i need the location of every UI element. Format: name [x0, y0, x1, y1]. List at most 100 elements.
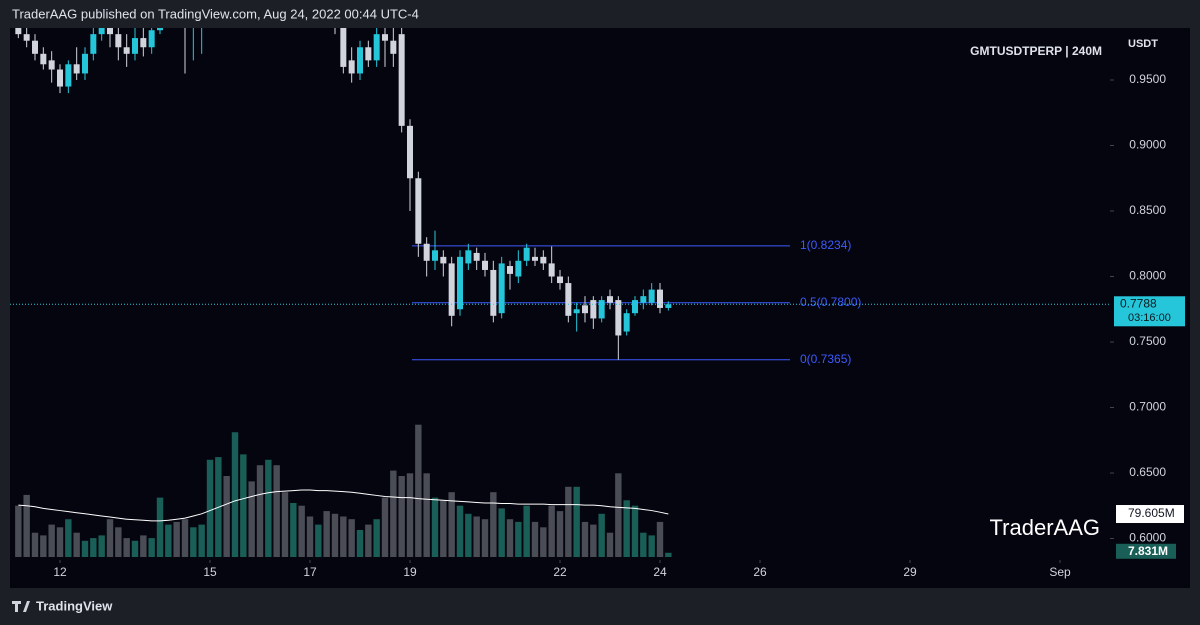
- candle-body: [490, 269, 497, 316]
- candle-body: [348, 60, 355, 74]
- volume-bar: [298, 505, 305, 557]
- footer-brand: TradingView: [36, 598, 113, 613]
- volume-bar: [15, 505, 22, 557]
- candle-body: [607, 296, 613, 303]
- volume-bar: [65, 519, 72, 557]
- volume-bar: [590, 524, 597, 557]
- candle-body: [515, 260, 522, 277]
- volume-bar: [631, 505, 639, 557]
- candle-body: [57, 69, 63, 87]
- candle-body: [532, 256, 538, 261]
- x-tick-label: Sep: [1049, 565, 1071, 579]
- candle-body: [648, 289, 655, 303]
- volume-bar: [415, 424, 422, 557]
- candle-body: [482, 260, 488, 270]
- volume-bar: [115, 527, 122, 557]
- volume-bar: [173, 521, 180, 557]
- y-tick-label: 0.9000: [1129, 138, 1166, 152]
- volume-bar: [423, 473, 430, 557]
- candle-body: [365, 47, 372, 61]
- candle-body: [573, 309, 580, 314]
- candle-body: [73, 64, 80, 74]
- candle-body: [473, 252, 480, 261]
- y-tick-label: 0.7500: [1129, 334, 1166, 348]
- volume-bar: [81, 540, 89, 557]
- volume-bar: [240, 454, 247, 557]
- volume-bar: [48, 524, 55, 557]
- candle-body: [65, 64, 72, 87]
- candle-body: [82, 53, 88, 74]
- volume-bar: [598, 513, 605, 557]
- volume-bar: [323, 511, 330, 557]
- volume-bar: [523, 505, 530, 557]
- candle-body: [382, 34, 388, 41]
- candle-body: [615, 300, 622, 336]
- currency: USDT: [1128, 38, 1158, 50]
- volume-bar: [148, 538, 155, 557]
- volume-bar: [390, 470, 397, 557]
- candle-body: [40, 53, 47, 65]
- volume-bar: [548, 505, 555, 557]
- candle-body: [115, 34, 122, 48]
- volume-bar: [281, 492, 289, 557]
- volume-bar: [156, 497, 164, 557]
- candle-body: [582, 305, 588, 314]
- candle-body: [557, 276, 563, 284]
- volume-bar: [498, 508, 505, 557]
- volume-bar: [356, 530, 364, 557]
- volume-bar: [431, 497, 439, 557]
- y-tick-label: 0.6000: [1129, 531, 1166, 545]
- ma-label: 79.605M: [1128, 506, 1175, 520]
- x-tick-label: 29: [903, 565, 917, 579]
- candle-body: [465, 250, 472, 264]
- volume-bar: [573, 486, 580, 557]
- candle-body: [157, 28, 163, 31]
- volume-bar: [265, 459, 272, 557]
- volume-bar: [581, 521, 589, 557]
- candle-body: [140, 38, 147, 48]
- candle-body: [107, 28, 113, 35]
- tv-logo: [12, 601, 30, 612]
- price-box: [1114, 296, 1185, 327]
- candle-body: [123, 47, 130, 54]
- candle-body: [448, 263, 455, 316]
- y-tick-label: 0.8000: [1129, 269, 1166, 283]
- volume-bar: [565, 486, 572, 557]
- volume-bar: [206, 459, 214, 557]
- volume-ma: [18, 489, 669, 522]
- candle-body: [507, 266, 513, 274]
- volume-bar: [465, 513, 472, 557]
- x-tick-label: 26: [753, 565, 767, 579]
- volume-bar: [123, 538, 130, 557]
- candle-body: [657, 289, 663, 308]
- volume-bar: [23, 494, 30, 557]
- volume-bar: [348, 519, 355, 557]
- candle-body: [148, 30, 155, 48]
- candle-body: [498, 263, 505, 314]
- candle-body: [590, 300, 597, 319]
- volume-bar: [381, 497, 389, 557]
- y-tick-label: 0.8500: [1129, 203, 1166, 217]
- candle-body: [23, 34, 30, 41]
- volume-bar: [290, 503, 297, 557]
- candle-body: [548, 263, 555, 277]
- x-tick-label: 24: [653, 565, 667, 579]
- candle-body: [565, 283, 572, 316]
- volume-bar: [398, 476, 405, 557]
- volume-bar: [615, 473, 622, 557]
- header-title: TraderAAG published on TradingView.com, …: [12, 6, 419, 21]
- volume-bar: [665, 552, 672, 557]
- volume-bar: [331, 513, 339, 557]
- volume-bar: [373, 519, 380, 557]
- candle-body: [373, 34, 380, 61]
- candle-body: [665, 304, 672, 308]
- candle-body: [540, 256, 547, 264]
- candle-body: [640, 296, 647, 303]
- candle-body: [632, 300, 638, 314]
- volume-bar: [248, 481, 255, 557]
- volume-bar: [40, 535, 47, 557]
- volume-bar: [490, 492, 497, 557]
- volume-bar: [481, 519, 489, 557]
- x-tick-label: 22: [553, 565, 567, 579]
